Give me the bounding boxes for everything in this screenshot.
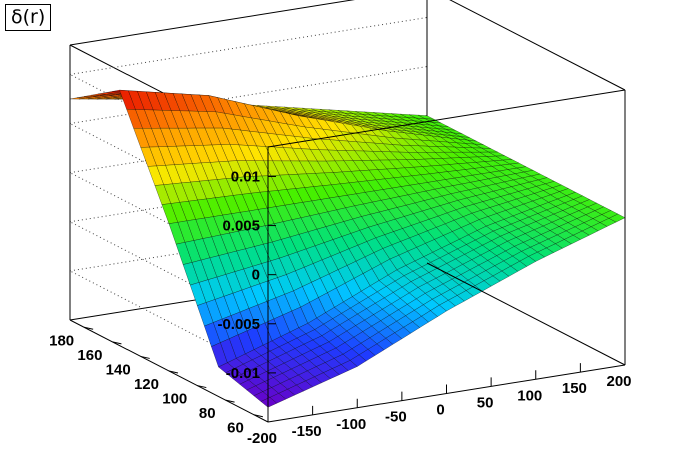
y-tick [84, 326, 94, 330]
back-top-edge [69, 0, 356, 46]
y-tick [197, 385, 207, 389]
grid-line-back [69, 16, 428, 75]
z-tick-label: -0.01 [226, 365, 260, 382]
y-tick-label: 100 [162, 391, 187, 408]
right-top-edge [449, 0, 626, 91]
y-tick-label: 140 [106, 361, 131, 378]
front-frame [69, 0, 626, 423]
y-tick-label: 120 [134, 376, 159, 393]
x-tick-label: 200 [606, 373, 631, 390]
y-tick-label: 160 [77, 347, 102, 364]
z-tick-label: 0 [252, 267, 260, 284]
z-tick-label: 0.01 [231, 168, 260, 185]
x-tick-label: -50 [385, 409, 407, 426]
y-tick [253, 414, 263, 418]
surface-cell [608, 213, 626, 223]
right-floor-edge [426, 262, 626, 366]
axes: -0.01 -0.005 0 0.005 0.01 -200 -150 -100 -50 0 50 1… [49, 168, 631, 447]
x-tick-label: 50 [477, 394, 494, 411]
surface-mesh [69, 89, 626, 408]
y-tick [168, 370, 179, 374]
front-top-edge [267, 89, 626, 148]
x-tick-label: 100 [517, 387, 542, 404]
x-tick-label: -100 [336, 416, 366, 433]
y-tick-label: 60 [227, 420, 244, 437]
y-tick-label: 80 [199, 405, 216, 422]
y-tick [112, 341, 122, 345]
y-tick [225, 399, 235, 403]
x-tick-label: 150 [562, 380, 587, 397]
y-tick [140, 355, 150, 359]
x-tick-label: -150 [292, 423, 322, 440]
x-tick-label: 0 [436, 402, 444, 419]
z-tick-label: -0.005 [217, 316, 260, 333]
x-tick-label: -200 [247, 430, 277, 447]
chart-title: δ(r) [5, 4, 52, 31]
z-tick-label: 0.005 [222, 218, 260, 235]
y-tick-label: 180 [49, 332, 74, 349]
